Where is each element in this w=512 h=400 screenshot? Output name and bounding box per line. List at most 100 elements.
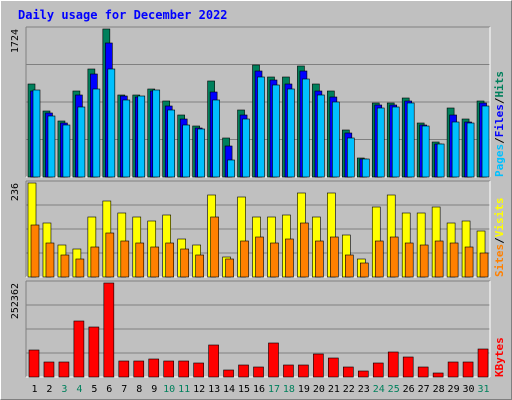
visits-sites-bar-sites <box>270 242 279 278</box>
hits-files-pages-bar-pages <box>47 115 56 178</box>
day-label: 9 <box>151 384 157 395</box>
hits-files-pages-bar-pages <box>347 137 355 178</box>
visits-sites-bar-sites <box>120 240 130 278</box>
kbytes-bar-kbytes <box>223 369 234 378</box>
day-label: 18 <box>283 384 295 395</box>
day-label: 7 <box>121 384 127 395</box>
kbytes-ymax-label: 252362 <box>10 283 21 319</box>
kbytes-bar-kbytes <box>402 356 414 378</box>
visits-sites-bar-sites <box>404 242 414 278</box>
visits-sites-bar-sites <box>180 248 189 278</box>
day-label: 21 <box>328 384 340 395</box>
day-label: 20 <box>313 384 325 395</box>
visits-sites-bar-sites <box>150 246 160 278</box>
kbytes-bar-kbytes <box>43 361 55 378</box>
hits-files-pages-bar-pages <box>167 109 176 178</box>
visits-sites-bar-sites <box>345 254 354 278</box>
day-label: 25 <box>388 384 400 395</box>
kbytes-bar-kbytes <box>268 342 279 378</box>
hits-files-pages-bar-pages <box>436 143 445 178</box>
kbytes-bar-kbytes <box>28 349 40 378</box>
hits-files-pages-bar-pages <box>77 106 86 178</box>
day-label: 6 <box>106 384 112 395</box>
day-label: 15 <box>238 384 250 395</box>
legend-entry: / <box>493 237 506 244</box>
hits-files-pages-bar-pages <box>421 125 430 178</box>
hits-files-pages-bar-pages <box>287 88 295 178</box>
legend-entry: Pages <box>493 144 506 177</box>
visits-sites-bar-sites <box>255 236 264 278</box>
hits-files-pages-bar-pages <box>317 94 325 178</box>
day-label: 14 <box>223 384 235 395</box>
hits-files-pages-bar-pages <box>182 124 190 178</box>
hits-files-pages-bar-pages <box>32 89 41 178</box>
hits-files-pages-bar-pages <box>212 99 220 178</box>
day-label: 30 <box>463 384 475 395</box>
visits-sites-bar-sites <box>374 240 384 278</box>
hits-files-pages-bar-pages <box>92 88 101 178</box>
hits-files-pages-bar-pages <box>122 99 131 178</box>
kbytes-bar-kbytes <box>432 372 444 378</box>
kbytes-bar-kbytes <box>462 361 474 378</box>
kbytes-bar-kbytes <box>313 353 324 378</box>
visits-sites-bar-sites <box>240 240 249 278</box>
hits-files-pages-legend: Pages/Files/Hits <box>493 71 506 177</box>
hits-files-pages-bar-pages <box>332 101 340 178</box>
visits-sites-bar-sites <box>359 262 369 278</box>
kbytes-bar-kbytes <box>88 326 100 378</box>
visits-sites-bar-sites <box>300 222 309 278</box>
hits-files-pages-bar-pages <box>391 106 400 178</box>
hits-files-pages-bar-pages <box>107 68 116 178</box>
hits-files-pages-bar-pages <box>242 118 250 178</box>
hits-files-pages-bar-pages <box>302 78 310 178</box>
day-label: 16 <box>253 384 265 395</box>
kbytes-bar-kbytes <box>253 366 264 378</box>
visits-sites-bar-sites <box>389 236 399 278</box>
hits-files-pages-bar-pages <box>62 124 71 178</box>
legend-entry: Visits <box>493 198 506 238</box>
visits-sites-bar-sites <box>75 258 85 278</box>
visits-sites-bar-sites <box>90 246 100 278</box>
legend-entry: / <box>493 97 506 104</box>
chart-title: Daily usage for December 2022 <box>18 8 228 22</box>
kbytes-bar-kbytes <box>343 366 354 378</box>
visits-sites-bar-sites <box>330 236 339 278</box>
day-label: 19 <box>298 384 310 395</box>
hits-files-pages-bar-pages <box>227 159 235 178</box>
legend-entry: Files <box>493 104 506 137</box>
hits-files-pages-bar-pages <box>137 95 146 178</box>
kbytes-bar-kbytes <box>103 282 115 378</box>
day-label: 29 <box>448 384 460 395</box>
day-label: 28 <box>433 384 445 395</box>
visits-sites-bar-sites <box>105 232 115 278</box>
legend-entry: KBytes <box>493 337 506 377</box>
visits-sites-bar-sites <box>30 224 40 278</box>
day-label: 4 <box>76 384 82 395</box>
hits-files-pages-bar-pages <box>272 84 280 178</box>
day-label: 12 <box>193 384 205 395</box>
kbytes-bar-kbytes <box>208 344 219 378</box>
visits-sites-bar-sites <box>60 254 70 278</box>
day-label: 31 <box>477 384 489 395</box>
visits-sites-bar-sites <box>45 242 55 278</box>
day-label: 11 <box>178 384 190 395</box>
day-label: 13 <box>208 384 220 395</box>
kbytes-bar-kbytes <box>328 357 339 378</box>
day-label: 5 <box>91 384 97 395</box>
kbytes-bar-kbytes <box>58 361 70 378</box>
kbytes-bar-kbytes <box>477 348 489 378</box>
hits-files-pages-ymax-label: 1724 <box>10 29 21 53</box>
legend-entry: / <box>493 137 506 144</box>
hits-files-pages-bar-pages <box>376 107 385 178</box>
kbytes-bar-kbytes <box>73 320 85 378</box>
visits-sites-bar-sites <box>285 238 294 278</box>
kbytes-bar-kbytes <box>387 351 399 378</box>
visits-sites-bar-sites <box>225 258 234 278</box>
hits-files-pages-bar-pages <box>451 121 460 178</box>
kbytes-bar-kbytes <box>372 362 384 378</box>
kbytes-bar-kbytes <box>193 362 204 378</box>
day-label: 2 <box>46 384 52 395</box>
legend-entry: Sites <box>493 244 506 277</box>
visits-sites-bar-sites <box>464 246 474 278</box>
hits-files-pages-bar-pages <box>481 105 490 178</box>
